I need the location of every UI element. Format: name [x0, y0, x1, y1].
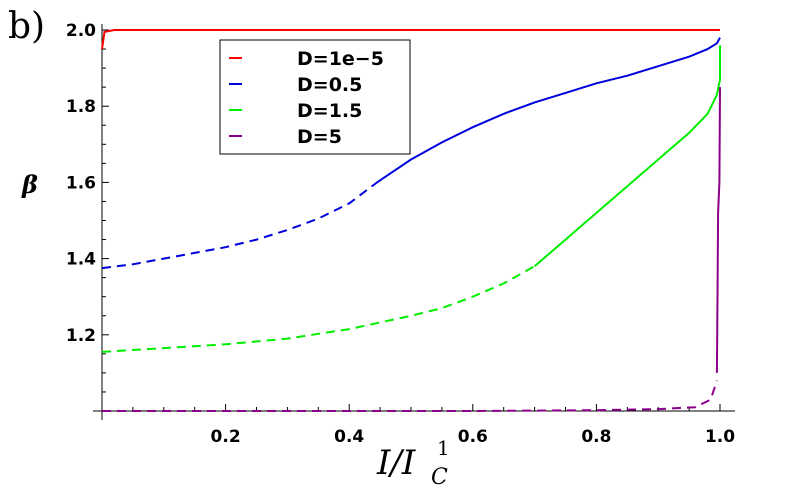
x-axis-label-subscript: C — [431, 465, 448, 490]
x-tick-label: 1.0 — [705, 427, 735, 447]
x-tick-label: 0.8 — [581, 427, 611, 447]
series-line-solid-d-1-5 — [533, 45, 721, 267]
series-line-solid-d-0-5 — [376, 37, 721, 184]
legend-label: D=5 — [297, 126, 342, 148]
y-tick-label: 1.4 — [66, 250, 96, 270]
y-tick-label: 1.2 — [66, 326, 96, 346]
legend-box — [219, 39, 411, 155]
legend-label: D=1.5 — [297, 100, 362, 122]
legend-label: D=0.5 — [297, 74, 362, 96]
x-tick-label: 0.2 — [211, 427, 241, 447]
legend: D=1e−5 D=0.5 D=1.5 D=5 — [219, 39, 411, 155]
series-line-dashed-d-0-5 — [101, 181, 378, 270]
series-line-dashed-d-5 — [102, 380, 718, 412]
series-line-solid-d-1e-5 — [101, 29, 720, 50]
series-line-solid-d-5 — [715, 87, 721, 373]
x-axis-label-base: I/I — [376, 443, 416, 483]
y-axis-label: β — [21, 170, 38, 199]
x-axis-label: I/I C 1 — [376, 436, 450, 490]
x-tick-label: 0.6 — [458, 427, 488, 447]
panel-label: b) — [8, 6, 45, 47]
x-axis-label-superscript: 1 — [437, 436, 450, 460]
y-tick-label: 2.0 — [66, 21, 96, 41]
legend-label: D=1e−5 — [297, 48, 384, 70]
x-ticks: 0.2 0.4 0.6 0.8 1.0 — [132, 404, 735, 447]
y-tick-label: 1.6 — [66, 173, 96, 193]
series-layer — [101, 29, 721, 412]
axes — [93, 24, 735, 420]
y-tick-label: 1.8 — [66, 97, 96, 117]
y-ticks: 1.2 1.4 1.6 1.8 2.0 — [66, 21, 109, 393]
x-tick-label: 0.4 — [334, 427, 364, 447]
series-line-dashed-d-1-5 — [101, 265, 536, 353]
